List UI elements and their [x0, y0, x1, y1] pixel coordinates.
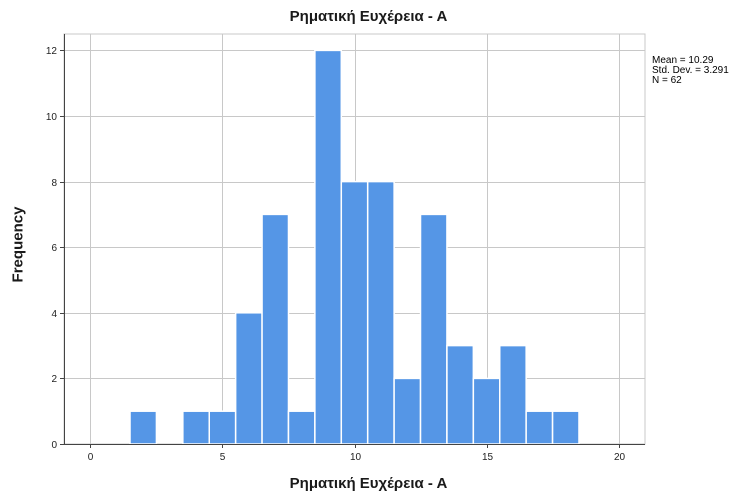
y-tick-label: 12 — [46, 46, 58, 57]
histogram-bar — [129, 410, 158, 445]
histogram-bar — [314, 49, 343, 445]
histogram-bar — [499, 344, 527, 445]
histogram-bar — [208, 410, 237, 445]
x-axis-label: Ρηματική Ευχέρεια - Α — [289, 475, 448, 492]
histogram-bar — [419, 213, 448, 445]
x-tick-label: 20 — [614, 452, 626, 463]
stats-n: N = 62 — [652, 75, 682, 86]
histogram-bar — [261, 213, 290, 445]
stats-mean: Mean = 10.29 — [652, 55, 714, 66]
histogram-bar — [393, 377, 422, 445]
y-tick-label: 8 — [51, 178, 57, 189]
y-tick-label: 0 — [51, 440, 57, 451]
y-axis-label: Frequency — [9, 206, 27, 283]
histogram-bar — [446, 344, 475, 445]
stats-std-dev: Std. Dev. = 3.291 — [652, 65, 729, 76]
histogram-bar — [472, 377, 501, 445]
y-tick-label: 10 — [46, 112, 58, 123]
x-tick-label: 15 — [482, 452, 494, 463]
histogram-bar — [366, 180, 395, 445]
x-tick-label: 10 — [350, 452, 362, 463]
y-tick-label: 2 — [51, 374, 57, 385]
histogram-bar — [340, 180, 369, 445]
histogram-bar — [182, 410, 211, 445]
histogram-bar — [234, 312, 263, 445]
histogram-bar — [551, 410, 580, 445]
histogram-bar — [525, 410, 554, 445]
stats-box: Mean = 10.29 Std. Dev. = 3.291 N = 62 — [652, 56, 729, 86]
x-tick-label: 0 — [88, 452, 94, 463]
y-tick-label: 4 — [51, 309, 57, 320]
histogram-bar — [287, 410, 316, 445]
x-tick-label: 5 — [220, 452, 226, 463]
chart-title-text: Ρηματική Ευχέρεια - Α — [289, 8, 448, 25]
y-tick-label: 6 — [51, 243, 57, 254]
chart-title: Ρηματική Ευχέρεια - Α — [0, 8, 737, 25]
